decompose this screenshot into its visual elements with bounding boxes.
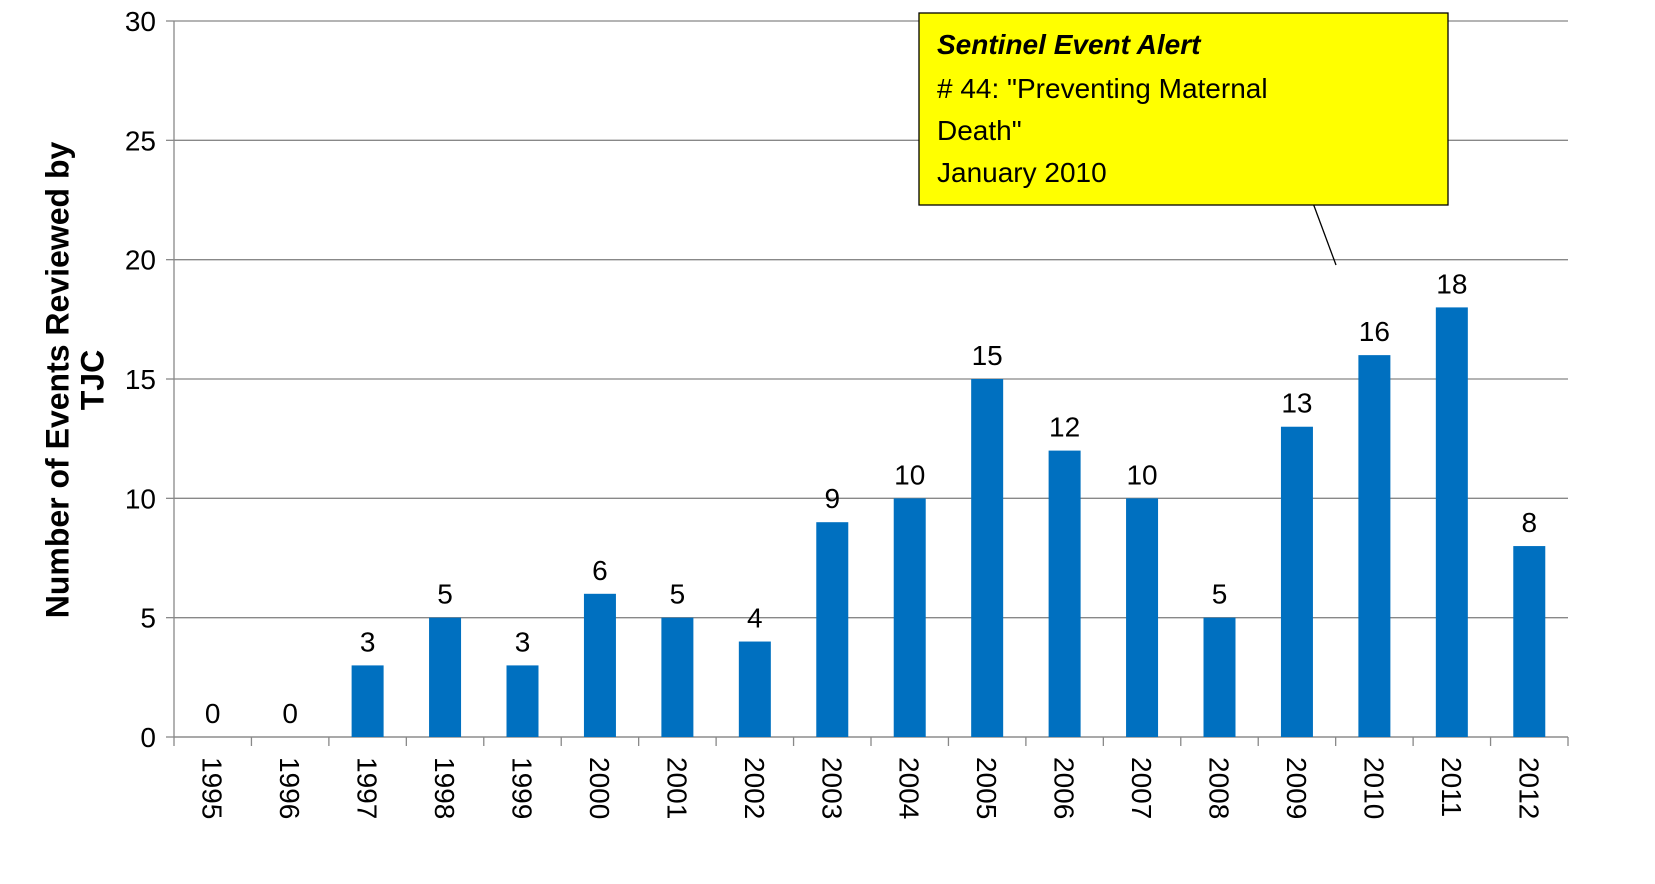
data-label: 12 bbox=[1049, 412, 1080, 443]
bar bbox=[583, 593, 616, 737]
x-tick-label: 1995 bbox=[197, 757, 228, 819]
y-tick-label: 20 bbox=[125, 245, 156, 276]
bar bbox=[1126, 498, 1159, 737]
bar bbox=[893, 498, 926, 737]
x-tick-label: 2005 bbox=[971, 757, 1002, 819]
data-label: 4 bbox=[747, 603, 763, 634]
x-tick-label: 2011 bbox=[1436, 757, 1467, 817]
data-label: 6 bbox=[592, 555, 608, 586]
x-tick-label: 2004 bbox=[894, 757, 925, 819]
x-tick-label: 1999 bbox=[507, 757, 538, 819]
y-axis-label: Number of Events Reviewed by bbox=[39, 142, 75, 619]
data-label: 5 bbox=[437, 579, 453, 610]
x-tick-label: 1996 bbox=[274, 757, 305, 819]
annotation-box bbox=[918, 12, 1449, 206]
annotation-text: Death" bbox=[937, 115, 1022, 146]
data-label: 5 bbox=[1212, 579, 1228, 610]
annotation-title: Sentinel Event Alert bbox=[937, 29, 1202, 60]
bar bbox=[738, 641, 771, 737]
bar bbox=[971, 379, 1004, 737]
x-tick-label: 2001 bbox=[661, 757, 692, 819]
data-label: 18 bbox=[1436, 268, 1467, 299]
y-tick-label: 0 bbox=[140, 722, 156, 753]
y-tick-label: 5 bbox=[140, 603, 156, 634]
x-tick-label: 1998 bbox=[429, 757, 460, 819]
y-tick-label: 15 bbox=[125, 364, 156, 395]
data-label: 0 bbox=[205, 698, 221, 729]
y-axis-label: TJC bbox=[74, 350, 110, 410]
x-tick-label: 2009 bbox=[1281, 757, 1312, 819]
bar bbox=[351, 665, 384, 737]
data-label: 3 bbox=[360, 626, 376, 657]
bar bbox=[1048, 450, 1081, 737]
bar bbox=[1203, 617, 1236, 737]
data-label: 3 bbox=[515, 626, 531, 657]
y-tick-label: 30 bbox=[125, 6, 156, 37]
data-label: 5 bbox=[670, 579, 686, 610]
y-tick-label: 10 bbox=[125, 483, 156, 514]
data-label: 0 bbox=[282, 698, 298, 729]
data-label: 9 bbox=[824, 483, 840, 514]
x-tick-label: 2003 bbox=[816, 757, 847, 819]
x-tick-label: 2002 bbox=[739, 757, 770, 819]
annotation-text: # 44: "Preventing Maternal bbox=[937, 73, 1268, 104]
bar bbox=[1280, 426, 1313, 737]
bar bbox=[1358, 355, 1391, 737]
bar bbox=[506, 665, 539, 737]
bar bbox=[1513, 546, 1546, 737]
data-label: 10 bbox=[894, 459, 925, 490]
data-label: 8 bbox=[1521, 507, 1537, 538]
annotation-text: January 2010 bbox=[937, 157, 1107, 188]
data-label: 15 bbox=[972, 340, 1003, 371]
data-label: 10 bbox=[1126, 459, 1157, 490]
x-tick-label: 2010 bbox=[1358, 757, 1389, 819]
x-tick-label: 2012 bbox=[1513, 757, 1544, 819]
data-label: 13 bbox=[1281, 388, 1312, 419]
bar bbox=[1435, 307, 1468, 737]
x-tick-label: 2008 bbox=[1204, 757, 1235, 819]
callout-line bbox=[1309, 194, 1337, 266]
x-tick-label: 2007 bbox=[1126, 757, 1157, 819]
bar bbox=[816, 522, 849, 737]
bar bbox=[661, 617, 694, 737]
x-tick-label: 1997 bbox=[352, 757, 383, 819]
data-label: 16 bbox=[1359, 316, 1390, 347]
x-tick-label: 2006 bbox=[1049, 757, 1080, 819]
x-tick-label: 2000 bbox=[584, 757, 615, 819]
bar bbox=[429, 617, 462, 737]
y-tick-label: 25 bbox=[125, 125, 156, 156]
